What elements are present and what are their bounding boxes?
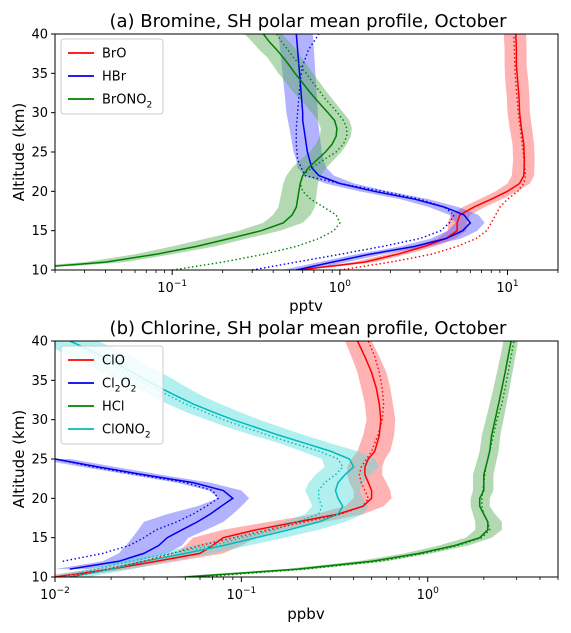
band-0 — [55, 341, 396, 577]
series-dotted-0 — [339, 34, 527, 270]
panel-b-xlabel: ppbv — [287, 605, 325, 623]
dotted-profile-0 — [69, 341, 385, 577]
band-3 — [55, 341, 380, 577]
panel-a-xlabel: pptv — [289, 297, 323, 315]
legend-box — [60, 345, 164, 445]
x-tick-label-0: 10−1 — [157, 279, 187, 296]
y-tick-label-3: 25 — [31, 453, 48, 468]
legend-label-0: ClO — [102, 354, 125, 369]
series-line-1 — [55, 458, 235, 570]
y-tick-label-2: 20 — [31, 185, 48, 200]
x-tick-label-0: 10−2 — [40, 586, 70, 603]
x-tick-label-1: 10−1 — [226, 586, 256, 603]
dotted-profile-1 — [172, 34, 348, 270]
panel-a-legend: BrO HBr BrONO2 — [60, 38, 164, 115]
y-tick-label-2: 20 — [31, 492, 48, 507]
series-line-0 — [55, 341, 382, 577]
x-tick-label-1: 100 — [329, 279, 352, 296]
y-tick-label-5: 35 — [31, 67, 48, 82]
panel-a-title: (a) Bromine, SH polar mean profile, Octo… — [109, 11, 507, 32]
y-tick-label-1: 15 — [31, 224, 48, 239]
legend-label-2: BrONO2 — [102, 93, 152, 111]
panel-a: (a) Bromine, SH polar mean profile, Octo… — [10, 11, 559, 315]
series-line-0 — [296, 34, 526, 270]
panel-b: (b) Chlorine, SH polar mean profile, Oct… — [10, 318, 559, 623]
series-line-1 — [295, 34, 472, 270]
legend-label-1: HBr — [102, 70, 127, 85]
panel-b-bands — [55, 341, 518, 577]
y-tick-label-0: 10 — [31, 264, 48, 279]
panel-b-legend: ClO Cl2O2 HCl ClONO2 — [60, 345, 164, 445]
y-tick-label-5: 35 — [31, 374, 48, 389]
y-tick-label-1: 15 — [31, 531, 48, 546]
y-tick-label-4: 30 — [31, 106, 48, 121]
panel-b-title: (b) Chlorine, SH polar mean profile, Oct… — [110, 318, 507, 339]
band-1 — [278, 34, 485, 270]
y-tick-label-4: 30 — [31, 413, 48, 428]
panel-a-ylabel: Altitude (km) — [10, 103, 28, 201]
panel-b-ticks: 10 15 20 25 30 35 40 10−2 10−1 100 — [31, 335, 559, 603]
x-tick-label-2: 100 — [417, 586, 440, 603]
y-tick-label-6: 40 — [31, 28, 48, 43]
panel-b-lines — [55, 341, 515, 577]
dotted-profile-3 — [62, 341, 344, 577]
legend-label-0: BrO — [102, 47, 127, 62]
y-tick-label-6: 40 — [31, 335, 48, 350]
legend-label-3: ClONO2 — [102, 423, 151, 441]
series-line-2 — [55, 34, 338, 267]
x-tick-label-2: 101 — [496, 279, 518, 296]
dotted-profile-2 — [199, 341, 515, 577]
panel-a-bands — [55, 34, 535, 270]
legend-box — [60, 38, 164, 115]
y-tick-label-3: 25 — [31, 146, 48, 161]
panel-a-lines — [55, 34, 527, 270]
legend-label-2: HCl — [102, 400, 124, 415]
y-tick-label-0: 10 — [31, 571, 48, 586]
panel-b-ylabel: Altitude (km) — [10, 410, 28, 508]
panel-a-ticks: 10 15 20 25 30 35 40 10−1 100 101 — [31, 28, 559, 296]
band-0 — [289, 34, 535, 270]
band-1 — [55, 459, 250, 570]
legend-label-1: Cl2O2 — [102, 377, 136, 395]
